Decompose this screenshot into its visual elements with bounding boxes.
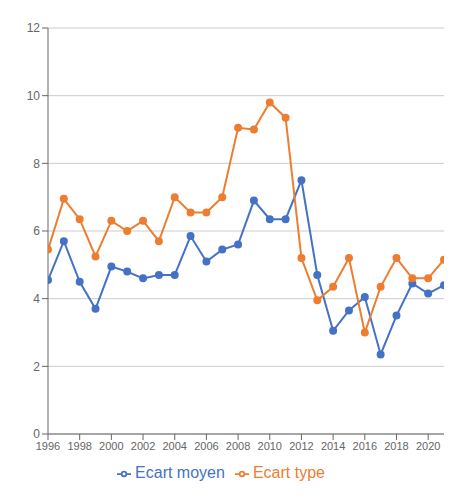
- svg-text:2002: 2002: [131, 440, 155, 452]
- html-text:Ecart type: Ecart type: [252, 464, 325, 481]
- svg-text:2: 2: [33, 360, 40, 374]
- svg-text:2006: 2006: [194, 440, 218, 452]
- svg-text:2010: 2010: [258, 440, 282, 452]
- svg-text:1998: 1998: [67, 440, 91, 452]
- svg-text:2020: 2020: [416, 440, 440, 452]
- svg-text:2018: 2018: [384, 440, 408, 452]
- svg-text:1996: 1996: [36, 440, 60, 452]
- svg-text:10: 10: [27, 89, 41, 103]
- svg-text:2000: 2000: [99, 440, 123, 452]
- svg-text:2004: 2004: [162, 440, 186, 452]
- html-text:Ecart moyen: Ecart moyen: [135, 464, 225, 481]
- svg-text:2016: 2016: [353, 440, 377, 452]
- svg-text:12: 12: [27, 21, 41, 35]
- svg-text:8: 8: [33, 157, 40, 171]
- svg-text:4: 4: [33, 292, 40, 306]
- svg-text:2014: 2014: [321, 440, 345, 452]
- svg-text:2008: 2008: [226, 440, 250, 452]
- svg-text:2012: 2012: [289, 440, 313, 452]
- svg-text:0: 0: [33, 427, 40, 441]
- svg-text:6: 6: [33, 224, 40, 238]
